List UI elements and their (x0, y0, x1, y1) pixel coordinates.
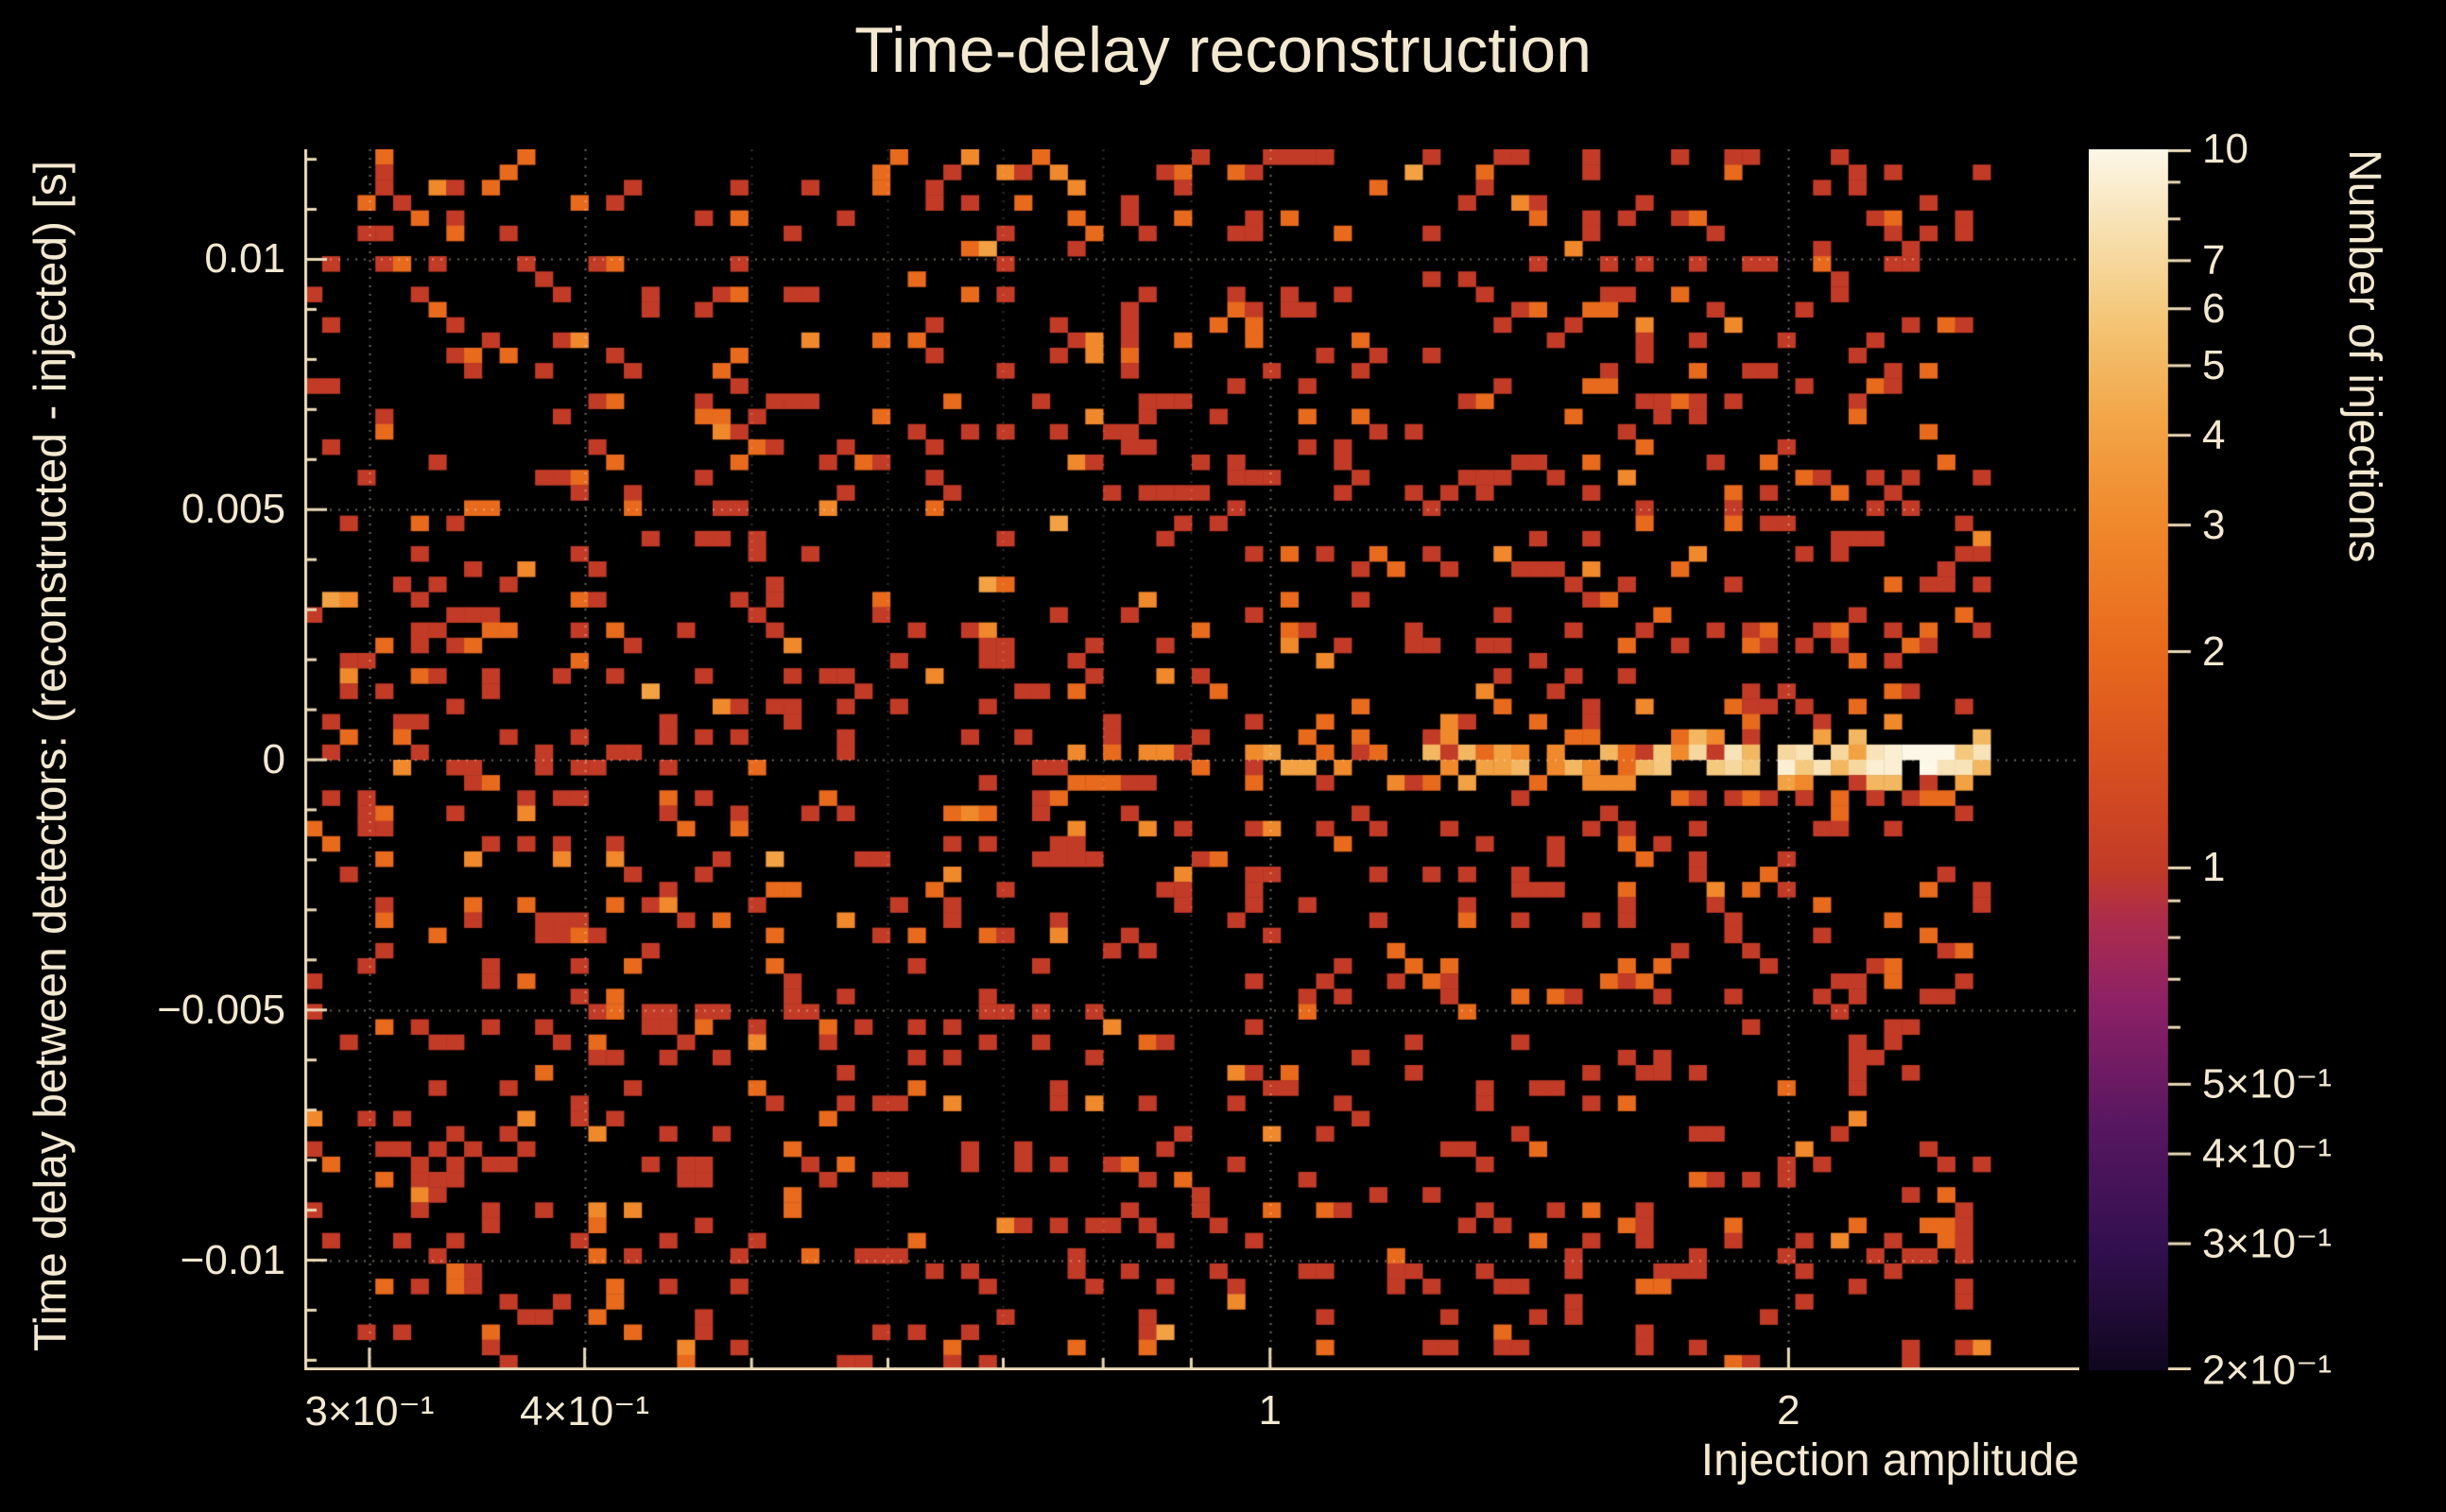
y-tick-label: 0.01 (204, 235, 285, 283)
colorbar-tick-label: 4 (2202, 411, 2226, 458)
colorbar-tick-label: 2×10⁻¹ (2202, 1347, 2332, 1394)
colorbar-tick-label: 10 (2202, 126, 2248, 172)
x-tick-label: 3×10⁻¹ (304, 1388, 435, 1435)
chart-title: Time-delay reconstruction (854, 14, 1592, 86)
x-tick-label: 1 (1258, 1387, 1283, 1434)
colorbar-tick-label: 7 (2202, 236, 2226, 284)
y-tick-label: 0 (262, 736, 285, 782)
y-tick-label: −0.01 (180, 1236, 285, 1283)
heatmap-plot (304, 149, 2079, 1370)
colorbar-tick-label: 3×10⁻¹ (2202, 1220, 2332, 1267)
colorbar-tick-label: 5×10⁻¹ (2202, 1060, 2332, 1108)
colorbar-tick-label: 5 (2202, 341, 2226, 388)
y-tick-label: 0.005 (181, 486, 285, 533)
colorbar-tick-label: 1 (2202, 844, 2226, 891)
y-tick-label: −0.005 (157, 986, 285, 1033)
x-tick-label: 4×10⁻¹ (520, 1388, 650, 1435)
colorbar-tick-label: 6 (2202, 284, 2226, 332)
colorbar-tick-label: 3 (2202, 501, 2226, 548)
colorbar-tick-label: 4×10⁻¹ (2202, 1130, 2332, 1177)
colorbar-gradient (2089, 149, 2212, 1370)
x-tick-label: 2 (1777, 1387, 1800, 1434)
colorbar-tick-label: 2 (2202, 627, 2226, 675)
x-axis-title: Injection amplitude (1700, 1435, 2079, 1486)
colorbar-title: Number of injections (2339, 149, 2389, 563)
